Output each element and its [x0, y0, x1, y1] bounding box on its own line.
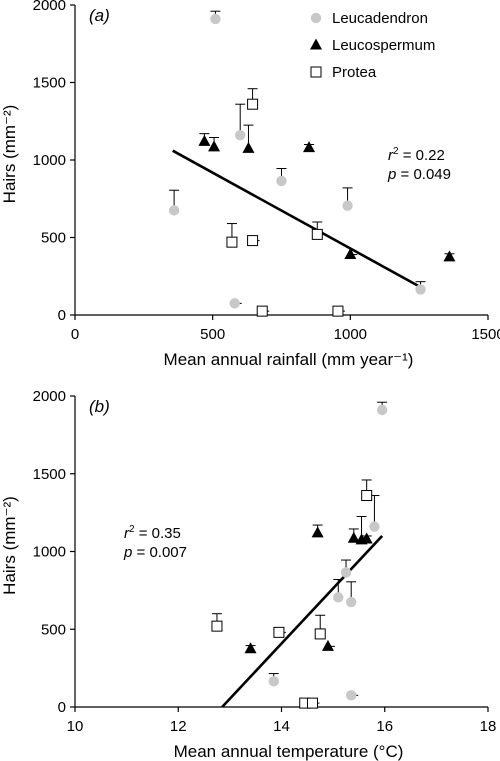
point-protea [247, 235, 259, 247]
y-tick-label: 500 [41, 230, 66, 247]
legend-label-protea: Protea [332, 64, 377, 81]
point-leucospermum [360, 532, 373, 544]
x-tick-label: 500 [200, 326, 225, 343]
x-axis-title: Mean annual temperature (°C) [174, 742, 404, 761]
point-leucadendron [369, 521, 380, 532]
y-tick-label: 1000 [33, 544, 66, 561]
panel-a: 0 500 1000 1500 2000 0 500 1000 1500 Mean annual … [0, 0, 500, 369]
x-tick-label: 0 [71, 326, 79, 343]
point-protea [314, 628, 326, 640]
point-protea [247, 98, 259, 110]
point-leucadendron [415, 284, 426, 295]
point-leucospermum [311, 526, 324, 538]
x-tick-label: 18 [480, 718, 497, 735]
x-tick-label: 10 [67, 718, 84, 735]
point-leucadendron [276, 175, 287, 187]
x-tick-label: 1500 [471, 326, 500, 343]
y-axis-title: Hairs (mm⁻²) [0, 105, 19, 204]
point-leucadendron [340, 567, 352, 578]
point-protea [311, 228, 323, 240]
p-value-text: p = 0.049 [387, 166, 451, 183]
point-protea [273, 626, 285, 638]
regression-line [221, 535, 384, 708]
legend: Leucadendron Leucospermum Protea [310, 10, 435, 81]
panel-label: (b) [89, 397, 110, 416]
y-axis-title: Hairs (mm⁻²) [0, 496, 19, 595]
point-leucospermum [443, 250, 456, 262]
point-protea [361, 490, 373, 502]
legend-label-leucospermum: Leucospermum [332, 37, 435, 54]
legend-marker-leucospermum [310, 38, 322, 50]
point-leucadendron [342, 200, 353, 211]
point-leucadendron [210, 13, 221, 25]
panel-b: 0 500 1000 1500 2000 10 12 14 16 18 Mean annual te… [0, 388, 496, 761]
x-tick-label: 1000 [334, 326, 367, 343]
x-axis-title: Mean annual rainfall (mm year⁻¹) [164, 350, 414, 369]
y-tick-label: 0 [58, 699, 66, 716]
y-tick-label: 0 [58, 307, 66, 324]
point-leucospermum [347, 531, 360, 543]
r-squared-text: r2 = 0.35 [124, 524, 181, 542]
x-tick-label: 14 [273, 718, 290, 735]
point-leucadendron [229, 298, 240, 309]
point-protea [332, 305, 344, 317]
point-leucospermum [242, 141, 255, 153]
regression-line [172, 149, 423, 290]
point-leucadendron [333, 592, 344, 603]
point-leucadendron [345, 596, 357, 608]
panel-label: (a) [89, 6, 110, 25]
point-leucospermum [344, 248, 357, 260]
p-value-text: p = 0.007 [123, 544, 187, 561]
legend-marker-leucadendron [310, 12, 322, 24]
point-leucadendron [235, 130, 246, 141]
point-leucospermum [244, 642, 257, 654]
point-leucadendron [376, 404, 388, 416]
x-tick-label: 16 [376, 718, 393, 735]
r-squared-text: r2 = 0.22 [388, 146, 445, 164]
point-leucospermum [198, 134, 211, 146]
y-tick-label: 2000 [33, 388, 66, 405]
point-protea [306, 697, 318, 709]
point-leucadendron [168, 205, 180, 216]
point-protea [226, 236, 238, 248]
point-leucadendron [268, 676, 279, 687]
legend-marker-protea [310, 66, 322, 78]
y-tick-label: 1500 [33, 75, 66, 92]
point-protea [256, 305, 268, 317]
point-leucospermum [321, 639, 334, 651]
y-tick-label: 2000 [33, 0, 66, 14]
point-protea [211, 620, 223, 632]
y-tick-label: 500 [41, 621, 66, 638]
point-leucadendron [345, 690, 357, 701]
point-leucospermum [303, 141, 316, 153]
legend-label-leucadendron: Leucadendron [332, 10, 428, 27]
y-tick-label: 1500 [33, 466, 66, 483]
x-tick-label: 12 [170, 718, 187, 735]
y-tick-label: 1000 [33, 152, 66, 169]
point-leucospermum [208, 140, 221, 152]
